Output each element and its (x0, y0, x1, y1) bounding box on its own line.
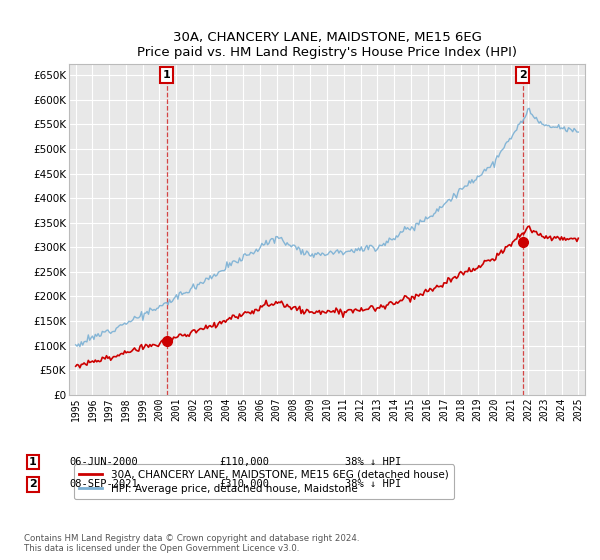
Text: 2: 2 (518, 70, 526, 80)
Text: 1: 1 (29, 457, 37, 467)
Text: 38% ↓ HPI: 38% ↓ HPI (345, 479, 401, 489)
Text: 08-SEP-2021: 08-SEP-2021 (69, 479, 138, 489)
Legend: 30A, CHANCERY LANE, MAIDSTONE, ME15 6EG (detached house), HPI: Average price, de: 30A, CHANCERY LANE, MAIDSTONE, ME15 6EG … (74, 464, 454, 499)
Text: Contains HM Land Registry data © Crown copyright and database right 2024.
This d: Contains HM Land Registry data © Crown c… (24, 534, 359, 553)
Text: 2: 2 (29, 479, 37, 489)
Text: 38% ↓ HPI: 38% ↓ HPI (345, 457, 401, 467)
Title: 30A, CHANCERY LANE, MAIDSTONE, ME15 6EG
Price paid vs. HM Land Registry's House : 30A, CHANCERY LANE, MAIDSTONE, ME15 6EG … (137, 31, 517, 59)
Text: £310,000: £310,000 (219, 479, 269, 489)
Text: 06-JUN-2000: 06-JUN-2000 (69, 457, 138, 467)
Text: 1: 1 (163, 70, 171, 80)
Text: £110,000: £110,000 (219, 457, 269, 467)
